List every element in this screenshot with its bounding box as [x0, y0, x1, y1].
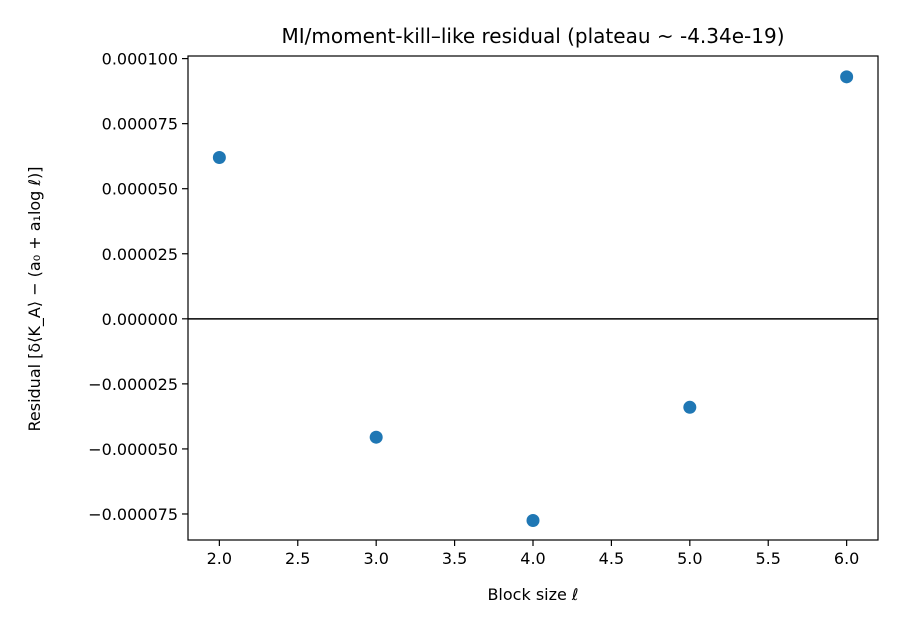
x-tick-label: 2.5: [285, 549, 310, 568]
x-tick-label: 6.0: [834, 549, 859, 568]
y-tick-label: 0.000100: [102, 50, 178, 69]
y-axis-label: Residual [δ⟨K_A⟩ − (a₀ + a₁log ℓ)]: [25, 166, 45, 431]
x-tick-label: 3.0: [363, 549, 388, 568]
y-tick-label: −0.000050: [88, 440, 178, 459]
data-point: [840, 70, 854, 84]
x-tick-label: 4.0: [520, 549, 545, 568]
axes-frame: [187, 55, 879, 541]
y-tick-label: 0.000000: [102, 310, 178, 329]
chart-title: MI/moment-kill–like residual (plateau ~ …: [281, 24, 784, 48]
data-point: [212, 150, 226, 164]
y-tick-label: −0.000025: [88, 375, 178, 394]
x-tick-label: 3.5: [442, 549, 467, 568]
x-tick-label: 5.0: [677, 549, 702, 568]
y-tick-label: 0.000075: [102, 115, 178, 134]
plot-area: 2.0 2.5 3.0 3.5 4.0 4.5 5.0 5.5 6.0 −0.000075 −0.0…: [88, 50, 879, 568]
y-tick-label: 0.000025: [102, 245, 178, 264]
y-tick-label: −0.000075: [88, 505, 178, 524]
x-tick-label: 4.5: [599, 549, 624, 568]
x-tick-label: 2.0: [207, 549, 232, 568]
y-tick-label: 0.000050: [102, 180, 178, 199]
data-point: [369, 430, 383, 444]
data-point: [683, 400, 697, 414]
x-tick-label: 5.5: [756, 549, 781, 568]
x-axis-label: Block size ℓ: [487, 585, 578, 604]
data-point: [526, 513, 540, 527]
